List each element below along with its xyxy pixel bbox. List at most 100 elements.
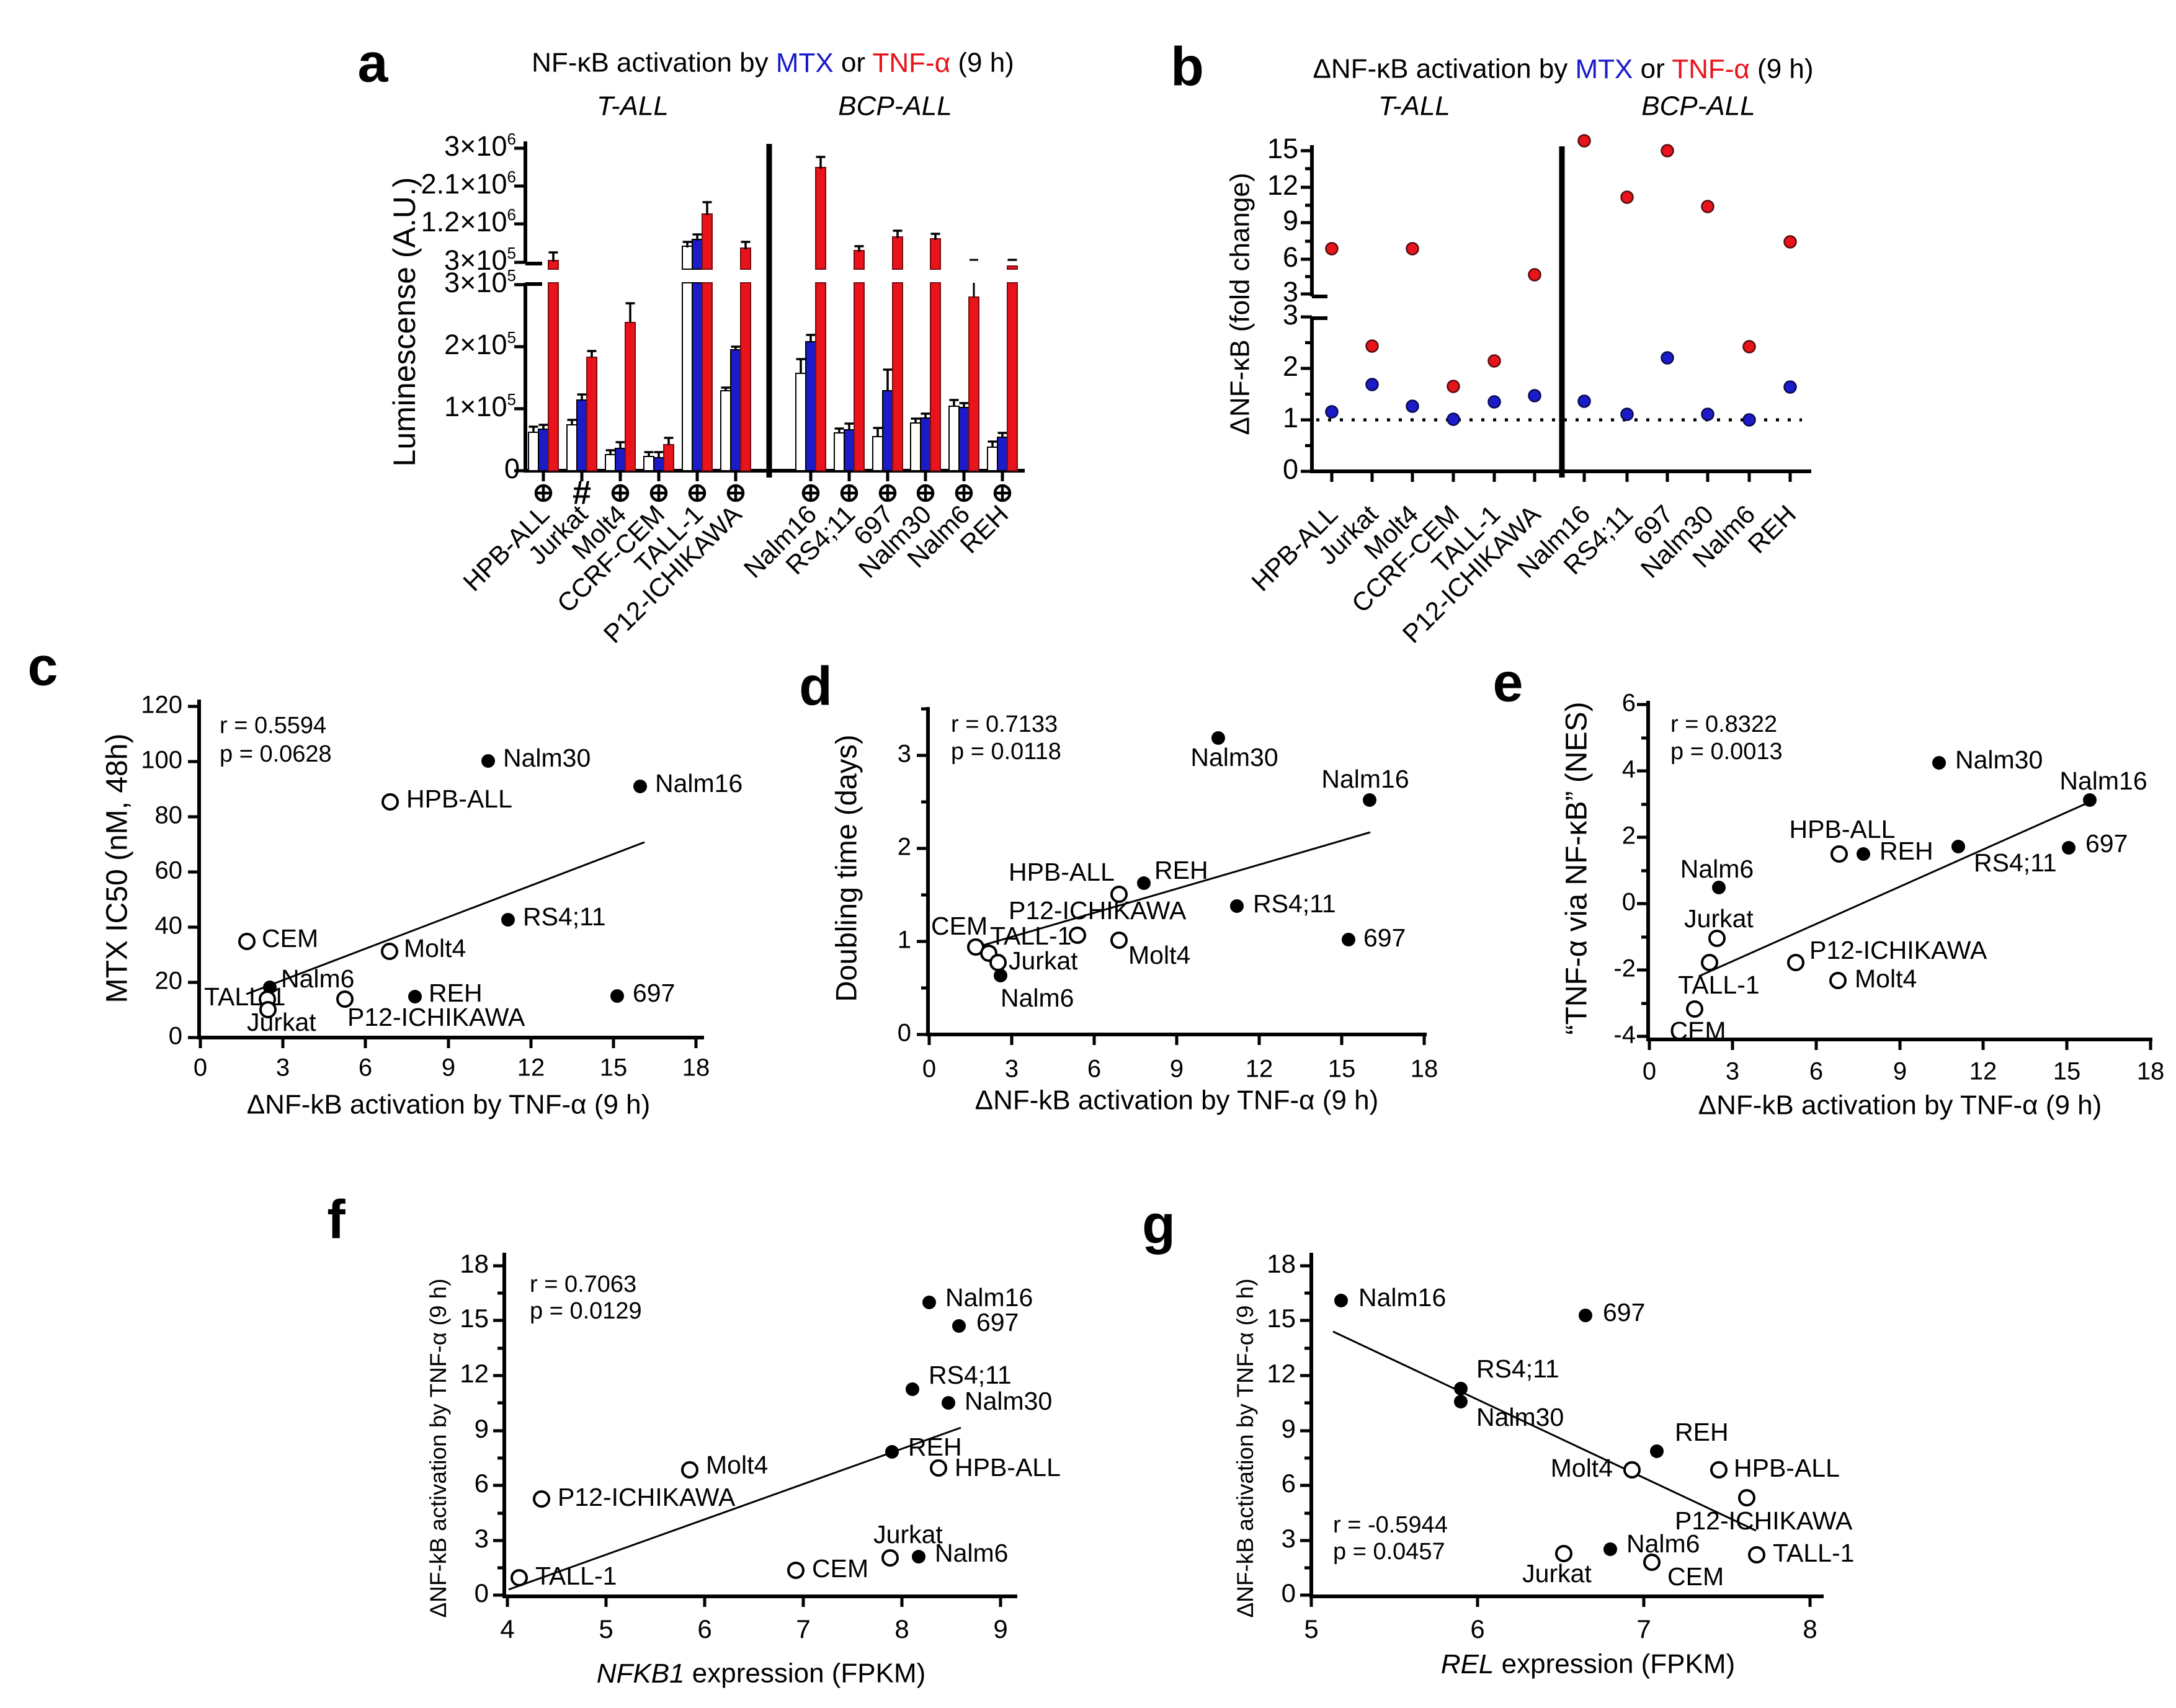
svg-text:9: 9 xyxy=(993,1614,1007,1644)
svg-text:120: 120 xyxy=(141,692,182,719)
svg-text:RS4;11: RS4;11 xyxy=(1974,848,2057,877)
svg-text:9: 9 xyxy=(442,1054,455,1082)
svg-text:Nalm16: Nalm16 xyxy=(2059,767,2147,795)
svg-text:12: 12 xyxy=(1267,169,1298,201)
svg-text:12: 12 xyxy=(1969,1058,1997,1085)
svg-text:BCP-ALL: BCP-ALL xyxy=(1641,91,1755,122)
svg-text:Nalm6: Nalm6 xyxy=(1680,855,1754,883)
svg-text:RS4;11: RS4;11 xyxy=(1253,889,1336,918)
svg-text:#: # xyxy=(573,474,591,511)
svg-text:NF-κB activation by MTX or TNF: NF-κB activation by MTX or TNF-α (9 h) xyxy=(532,48,1014,78)
svg-text:Jurkat: Jurkat xyxy=(1009,946,1078,975)
svg-text:2: 2 xyxy=(1283,350,1298,382)
svg-text:18: 18 xyxy=(2137,1058,2165,1085)
svg-text:6: 6 xyxy=(1622,690,1636,717)
svg-text:20: 20 xyxy=(155,967,183,995)
svg-text:HPB-ALL: HPB-ALL xyxy=(1009,858,1115,886)
svg-text:15: 15 xyxy=(1328,1056,1356,1083)
svg-text:0: 0 xyxy=(1622,889,1636,916)
svg-text:d: d xyxy=(799,655,832,716)
svg-text:40: 40 xyxy=(155,912,183,940)
svg-text:Doubling time (days): Doubling time (days) xyxy=(829,734,862,1002)
svg-text:RS4;11: RS4;11 xyxy=(523,902,606,931)
svg-text:2×105: 2×105 xyxy=(444,328,516,360)
svg-text:Nalm16: Nalm16 xyxy=(655,769,742,798)
svg-text:ΔNF-kB activation by TNF-α (9: ΔNF-kB activation by TNF-α (9 h) xyxy=(1698,1090,2102,1121)
svg-text:f: f xyxy=(327,1188,346,1250)
svg-text:P12-ICHIKAWA: P12-ICHIKAWA xyxy=(347,1003,525,1031)
svg-text:0: 0 xyxy=(1283,453,1298,485)
svg-text:ΔNF-kB activation by TNF-α (9: ΔNF-kB activation by TNF-α (9 h) xyxy=(975,1085,1379,1116)
svg-text:6: 6 xyxy=(1470,1614,1484,1644)
svg-text:6: 6 xyxy=(1809,1058,1823,1085)
svg-text:T-ALL: T-ALL xyxy=(597,91,669,122)
svg-text:REH: REH xyxy=(1154,856,1208,884)
svg-text:0: 0 xyxy=(504,453,520,484)
svg-text:Jurkat: Jurkat xyxy=(1522,1559,1592,1588)
svg-text:697: 697 xyxy=(1363,923,1406,952)
svg-text:Nalm16: Nalm16 xyxy=(945,1283,1033,1312)
svg-text:r = 0.8322: r = 0.8322 xyxy=(1670,711,1777,737)
svg-text:REL expression (FPKM): REL expression (FPKM) xyxy=(1441,1649,1735,1679)
svg-text:ΔNF-κB activation by MTX or TN: ΔNF-κB activation by MTX or TNF-α (9 h) xyxy=(1313,54,1813,84)
svg-text:6: 6 xyxy=(1283,241,1298,273)
svg-text:Nalm30: Nalm30 xyxy=(965,1387,1052,1415)
svg-text:ΔNF-kB activation by TNF-α (9: ΔNF-kB activation by TNF-α (9 h) xyxy=(426,1278,451,1617)
svg-text:3: 3 xyxy=(1726,1058,1739,1085)
svg-text:18: 18 xyxy=(1267,1249,1296,1278)
svg-text:12: 12 xyxy=(460,1359,489,1388)
svg-text:P12-ICHIKAWA: P12-ICHIKAWA xyxy=(1675,1506,1853,1535)
svg-text:697: 697 xyxy=(976,1308,1019,1337)
svg-text:Molt4: Molt4 xyxy=(404,934,466,963)
svg-text:0: 0 xyxy=(194,1054,207,1082)
svg-text:5: 5 xyxy=(599,1614,613,1644)
svg-text:Jurkat: Jurkat xyxy=(247,1008,316,1036)
svg-text:P12-ICHIKAWA: P12-ICHIKAWA xyxy=(1009,896,1187,925)
svg-text:12: 12 xyxy=(517,1054,545,1082)
svg-text:REH: REH xyxy=(1675,1418,1729,1446)
svg-text:12: 12 xyxy=(1267,1359,1296,1388)
svg-text:9: 9 xyxy=(1893,1058,1907,1085)
svg-text:REH: REH xyxy=(429,979,483,1007)
svg-text:Nalm30: Nalm30 xyxy=(1955,745,2043,774)
svg-text:HPB-ALL: HPB-ALL xyxy=(955,1453,1061,1482)
svg-text:CEM: CEM xyxy=(1669,1016,1726,1045)
svg-text:REH: REH xyxy=(1879,837,1933,865)
svg-text:Nalm6: Nalm6 xyxy=(1626,1529,1700,1558)
svg-text:6: 6 xyxy=(359,1054,372,1082)
svg-text:TALL-1: TALL-1 xyxy=(1773,1539,1854,1567)
svg-text:CEM: CEM xyxy=(1667,1562,1724,1591)
svg-text:9: 9 xyxy=(1283,205,1298,236)
svg-text:MTX IC50 (nM, 48h): MTX IC50 (nM, 48h) xyxy=(101,734,134,1003)
svg-text:3×106: 3×106 xyxy=(444,130,516,162)
svg-text:RS4;11: RS4;11 xyxy=(929,1361,1012,1389)
svg-text:HPB-ALL: HPB-ALL xyxy=(1790,815,1896,843)
svg-text:TALL-1: TALL-1 xyxy=(535,1562,617,1590)
svg-text:60: 60 xyxy=(155,857,183,884)
svg-text:Nalm16: Nalm16 xyxy=(1321,765,1409,793)
svg-text:15: 15 xyxy=(460,1304,489,1333)
svg-text:697: 697 xyxy=(2085,829,2128,858)
svg-text:HPB-ALL: HPB-ALL xyxy=(1734,1454,1840,1482)
svg-text:1.2×106: 1.2×106 xyxy=(421,205,516,238)
svg-text:3: 3 xyxy=(1282,1524,1296,1553)
svg-text:r = 0.5594: r = 0.5594 xyxy=(220,713,326,739)
svg-text:8: 8 xyxy=(1803,1614,1817,1644)
svg-text:15: 15 xyxy=(600,1054,628,1082)
svg-text:Jurkat: Jurkat xyxy=(873,1520,943,1549)
svg-text:6: 6 xyxy=(1282,1469,1296,1498)
svg-text:ΔNF-kB activation by TNF-α (9: ΔNF-kB activation by TNF-α (9 h) xyxy=(1233,1278,1258,1617)
svg-text:p = 0.0628: p = 0.0628 xyxy=(220,741,332,767)
svg-text:HPB-ALL: HPB-ALL xyxy=(406,785,512,813)
svg-text:7: 7 xyxy=(796,1614,810,1644)
svg-text:CEM: CEM xyxy=(812,1554,868,1583)
svg-text:p = 0.0118: p = 0.0118 xyxy=(951,739,1061,765)
svg-text:TALL-1: TALL-1 xyxy=(990,922,1071,950)
svg-text:3×105: 3×105 xyxy=(444,244,516,276)
svg-text:3: 3 xyxy=(898,741,911,768)
svg-text:Nalm6: Nalm6 xyxy=(1001,984,1074,1012)
svg-text:1: 1 xyxy=(1283,402,1298,434)
svg-text:Jurkat: Jurkat xyxy=(1684,904,1754,933)
svg-text:Nalm6: Nalm6 xyxy=(281,964,354,993)
svg-text:0: 0 xyxy=(922,1056,936,1083)
